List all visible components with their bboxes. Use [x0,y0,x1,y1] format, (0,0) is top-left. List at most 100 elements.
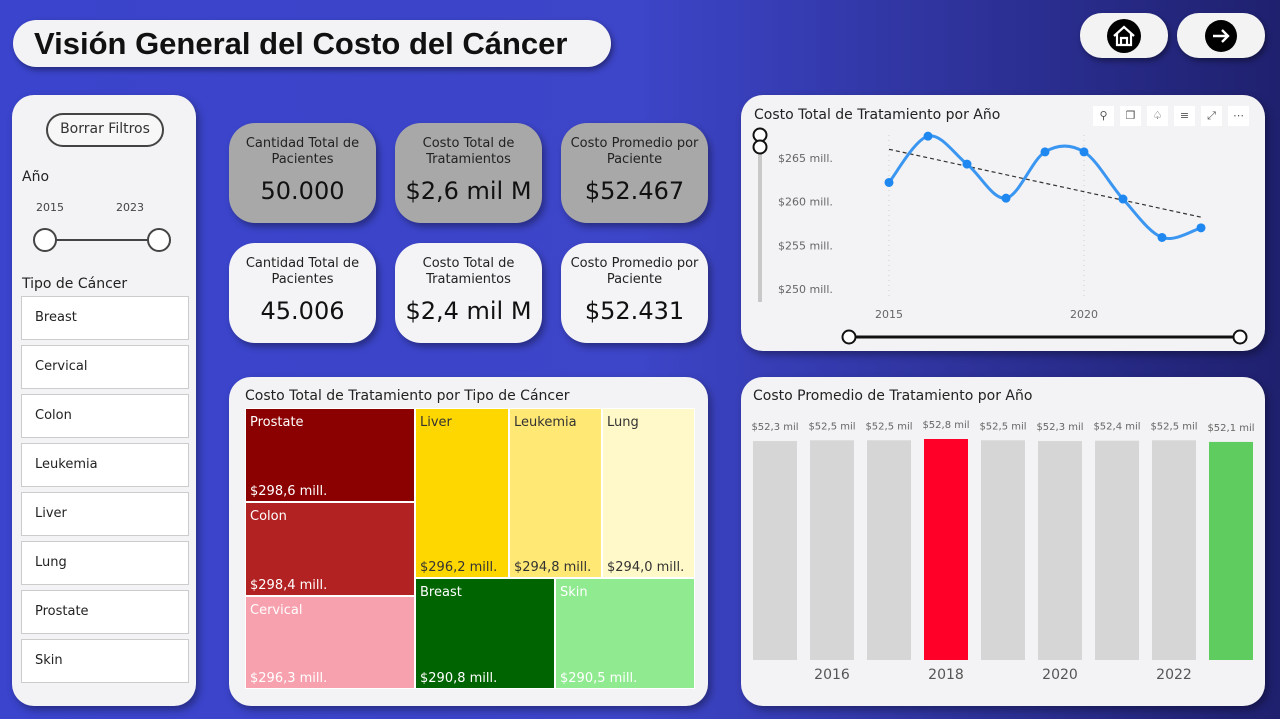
kpi-value: 45.006 [260,297,345,325]
data-point[interactable] [884,177,894,187]
data-point[interactable] [923,131,933,141]
y-tick-label: $250 mill. [778,283,833,296]
trendline [888,148,1202,218]
treemap-tile-lung[interactable]: Lung $294,0 mill. [602,408,695,578]
year-max-label: 2023 [116,201,144,214]
tile-name: Cervical [250,603,303,618]
treemap-tile-leukemia[interactable]: Leukemia $294,8 mill. [509,408,602,578]
bar-chart-panel: Costo Promedio de Tratamiento por Año $5… [741,377,1265,706]
bar-data-label: $52,4 mil [1093,422,1140,433]
kpi-value: 50.000 [260,177,345,205]
next-page-button[interactable] [1177,13,1265,58]
cancer-type-item[interactable]: Cervical [21,345,189,389]
cancer-type-item[interactable]: Lung [21,541,189,585]
cancer-type-item[interactable]: Prostate [21,590,189,634]
tile-value: $294,8 mill. [514,560,592,575]
year-slider-min-handle[interactable] [33,228,57,252]
treemap-tile-prostate[interactable]: Prostate $298,6 mill. [245,408,415,502]
more-options-icon[interactable]: ⋯ [1228,106,1249,126]
kpi-value: $2,6 mil M [405,177,532,205]
cancer-type-item[interactable]: Breast [21,296,189,340]
tile-name: Lung [607,415,639,430]
bar-data-label: $52,3 mil [1036,422,1083,433]
cancer-type-item[interactable]: Liver [21,492,189,536]
year-min-label: 2015 [36,201,64,214]
tile-name: Colon [250,509,287,524]
x-tick-label: 2018 [928,667,964,683]
line-chart: $250 mill. $255 mill. $260 mill. $265 mill.… [752,127,1248,345]
x-zoom-handle-left[interactable] [841,329,857,345]
treemap-tile-colon[interactable]: Colon $298,4 mill. [245,502,415,596]
bar-2021[interactable] [1095,440,1139,660]
bar-2022[interactable] [1152,440,1196,660]
bar-chart: $52,3 mil $52,5 mil $52,5 mil $52,8 mil $52,… [751,420,1254,683]
data-point[interactable] [1196,223,1206,233]
visual-toolbar: ⚲ ❐ ♤ ≡ ⤢ ⋯ [1093,106,1249,126]
line-chart-title: Costo Total de Tratamiento por Año [754,107,1001,123]
kpi-card-filtered-avg: Costo Promedio por Paciente $52.431 [561,243,708,343]
tile-value: $296,2 mill. [420,560,498,575]
kpi-title: Cantidad Total de Pacientes [245,136,360,167]
line-chart-panel: Costo Total de Tratamiento por Año ⚲ ❐ ♤ ≡ ⤢… [741,95,1265,351]
year-slider-max-handle[interactable] [147,228,171,252]
x-tick-label: 2020 [1042,667,1078,683]
focus-mode-icon[interactable]: ⤢ [1201,106,1222,126]
x-tick-label: 2020 [1070,308,1098,321]
x-tick-label: 2015 [875,308,903,321]
y-tick-label: $260 mill. [778,196,833,209]
kpi-title: Costo Total de Tratamientos [422,136,515,167]
y-zoom-handle-bottom[interactable] [752,139,768,155]
tile-name: Leukemia [514,415,577,430]
y-zoom-slider[interactable] [758,140,762,302]
data-point[interactable] [1157,232,1167,242]
bar-data-label: $52,1 mil [1207,423,1254,434]
bar-2019[interactable] [981,440,1025,660]
bar-2016[interactable] [810,440,854,660]
x-zoom-handle-right[interactable] [1232,329,1248,345]
kpi-title: Costo Promedio por Paciente [570,136,699,167]
cancer-type-item[interactable]: Skin [21,639,189,683]
cancer-type-item[interactable]: Colon [21,394,189,438]
data-point[interactable] [1118,194,1128,204]
bar-2018[interactable] [924,439,968,660]
kpi-value: $52.467 [584,177,685,205]
tile-value: $298,4 mill. [250,578,328,593]
kpi-card-total-cost: Costo Total de Tratamientos $2,6 mil M [395,123,542,223]
copy-icon[interactable]: ❐ [1120,106,1141,126]
treemap-tile-breast[interactable]: Breast $290,8 mill. [415,578,555,689]
year-slider-track[interactable] [45,239,159,241]
kpi-card-filtered-cost: Costo Total de Tratamientos $2,4 mil M [395,243,542,343]
kpi-card-avg-cost: Costo Promedio por Paciente $52.467 [561,123,708,223]
filter-icon[interactable]: ≡ [1174,106,1195,126]
home-icon [1107,18,1141,53]
bar-2020[interactable] [1038,441,1082,660]
data-point[interactable] [962,159,972,169]
bar-2017[interactable] [867,440,911,660]
cancer-type-item[interactable]: Leukemia [21,443,189,487]
tile-name: Breast [420,585,462,600]
tile-name: Skin [560,585,588,600]
home-button[interactable] [1080,13,1168,58]
bar-data-label: $52,3 mil [751,422,798,433]
data-point[interactable] [1079,147,1089,157]
treemap-tile-skin[interactable]: Skin $290,5 mill. [555,578,695,689]
clear-filters-button[interactable]: Borrar Filtros [46,113,164,147]
data-point[interactable] [1040,147,1050,157]
kpi-card-total-patients: Cantidad Total de Pacientes 50.000 [229,123,376,223]
treemap: Prostate $298,6 mill. Colon $298,4 mill. Cer… [245,408,695,689]
year-label: Año [22,169,50,185]
tile-name: Prostate [250,415,304,430]
bar-2023[interactable] [1209,441,1253,660]
kpi-title: Costo Promedio por Paciente [570,256,699,287]
cancer-type-label: Tipo de Cáncer [22,276,128,292]
bar-data-label: $52,5 mil [808,421,855,432]
treemap-tile-cervical[interactable]: Cervical $296,3 mill. [245,596,415,689]
pin-icon[interactable]: ⚲ [1093,106,1114,126]
bell-icon[interactable]: ♤ [1147,106,1168,126]
treemap-tile-liver[interactable]: Liver $296,2 mill. [415,408,509,578]
data-point[interactable] [1001,193,1011,203]
treemap-panel: Costo Total de Tratamiento por Tipo de C… [229,377,708,706]
bar-2015[interactable] [753,441,797,660]
bar-data-label: $52,5 mil [979,421,1026,432]
kpi-card-filtered-patients: Cantidad Total de Pacientes 45.006 [229,243,376,343]
